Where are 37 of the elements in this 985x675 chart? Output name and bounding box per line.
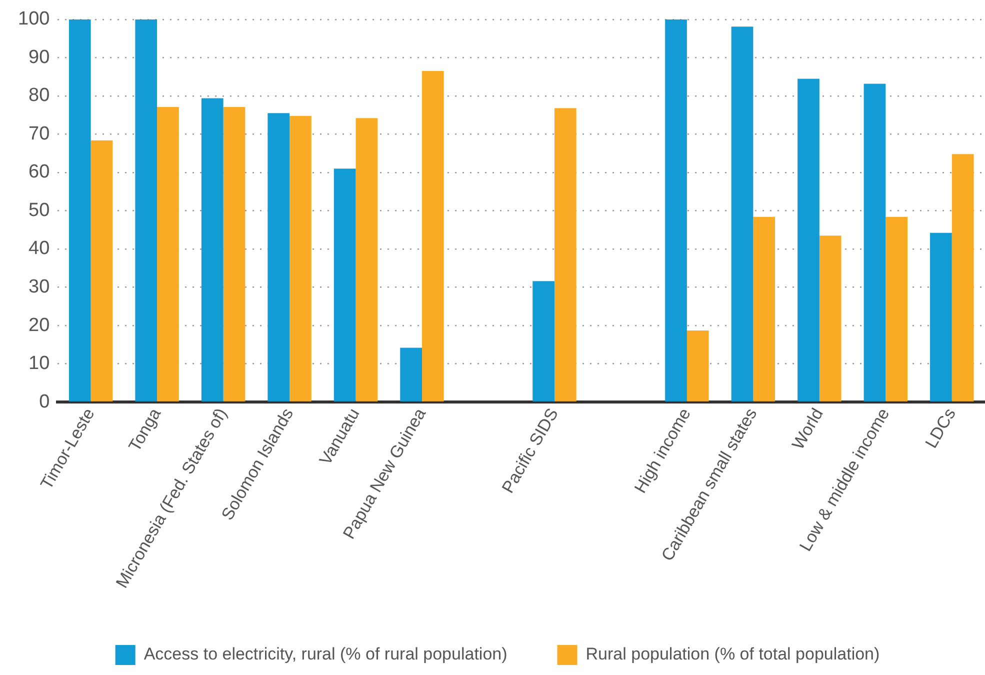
y-tick-label: 60 — [28, 162, 50, 183]
bar — [864, 84, 886, 402]
bar — [532, 281, 554, 402]
bar — [753, 216, 776, 402]
bar — [356, 118, 378, 402]
y-tick-label: 40 — [28, 238, 50, 260]
bar — [400, 348, 422, 402]
bar — [201, 98, 224, 402]
bar — [819, 236, 842, 402]
bar — [290, 116, 312, 402]
bar — [268, 113, 290, 402]
bar — [798, 78, 820, 402]
y-tick-label: 30 — [28, 276, 50, 298]
y-tick-label: 20 — [28, 314, 50, 336]
bar — [886, 216, 908, 402]
y-tick-label: 50 — [28, 200, 50, 221]
bar — [686, 330, 709, 402]
bar — [223, 107, 246, 402]
legend-label: Access to electricity, rural (% of rural population) — [144, 644, 508, 664]
bar — [930, 232, 952, 402]
y-tick-label: 10 — [28, 353, 50, 374]
bar — [665, 19, 687, 402]
bar — [135, 19, 158, 402]
y-tick-label: 90 — [28, 46, 50, 68]
bar — [731, 26, 754, 402]
y-tick-label: 70 — [28, 123, 50, 144]
y-tick-label: 0 — [39, 391, 50, 412]
bar — [90, 140, 113, 402]
bar — [554, 108, 576, 402]
bar — [157, 107, 179, 402]
legend-label: Rural population (% of total population) — [586, 644, 880, 664]
bar — [952, 154, 974, 402]
y-tick-label: 100 — [18, 8, 50, 30]
y-tick-label: 80 — [28, 85, 50, 106]
bar — [68, 19, 91, 402]
bar — [422, 71, 444, 402]
bar — [334, 168, 356, 402]
